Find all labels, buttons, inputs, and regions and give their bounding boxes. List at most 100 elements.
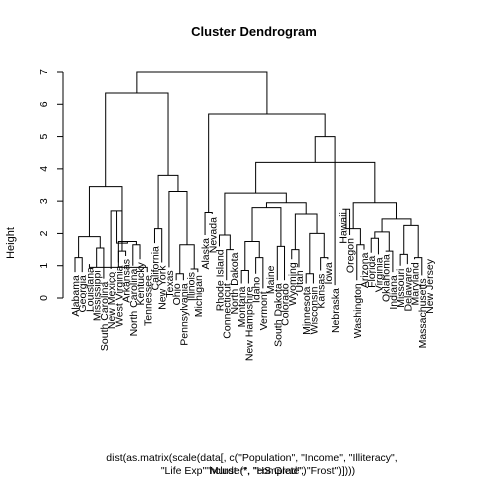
leaf-label: New York <box>157 265 169 310</box>
merge-branch <box>309 232 325 274</box>
x-caption-line-2: "Life Exp""Murder", "HS Grad", "Frost")]… <box>161 465 355 477</box>
leaf-label: Montana <box>236 286 248 327</box>
leaf-label: Oklahoma <box>381 254 393 302</box>
leaf-label: Colorado <box>280 283 292 326</box>
leaf-label: Wyoming <box>287 262 299 306</box>
y-tick-label: 0 <box>38 295 50 301</box>
y-tick-label: 3 <box>38 198 50 204</box>
merge-branch <box>132 244 141 266</box>
leaf-label: Indiana <box>388 275 400 310</box>
leaf-label: North Carolina <box>128 269 140 337</box>
leaf-label: Rhode Island <box>215 249 227 311</box>
merge-branch <box>399 253 408 266</box>
leaf-label: Nebraska <box>330 288 342 333</box>
leaf-label: Kentucky <box>135 262 147 306</box>
x-caption-line-1: dist(as.matrix(scale(data[, c("Populatio… <box>106 452 397 464</box>
merge-branch <box>88 186 123 244</box>
leaf-label: Michigan <box>193 275 205 317</box>
leaf-label: Arizona <box>359 252 371 288</box>
leaf-label: Massachusetts <box>417 278 429 348</box>
leaf-label: Pennsylvania <box>178 283 190 346</box>
leaf-label: Alabama <box>70 275 82 317</box>
merge-branch <box>204 211 213 236</box>
leaf-label: Florida <box>366 256 378 288</box>
merge-branch <box>244 241 260 271</box>
leaf-label: South Dakota <box>272 283 284 347</box>
merge-branch <box>153 228 163 263</box>
merge-branch <box>345 209 361 245</box>
leaf-label: New Mexico <box>106 272 118 329</box>
y-tick-label: 7 <box>38 69 50 75</box>
leaf-label: South Carolina <box>99 281 111 351</box>
merge-branch <box>294 213 318 250</box>
merge-branch <box>88 264 148 273</box>
leaf-label: Idaho <box>251 277 263 303</box>
leaf-label: New Jersey <box>424 258 436 314</box>
x-caption-line-3: hclust (*, "complete") <box>209 465 306 477</box>
leaf-label: Texas <box>164 270 176 297</box>
y-tick-label: 1 <box>38 263 50 269</box>
leaf-label: Delaware <box>402 267 414 312</box>
merge-branch <box>157 174 179 229</box>
y-tick-label: 2 <box>38 230 50 236</box>
leaf-label: Utah <box>294 270 306 292</box>
leaf-label: Louisiana <box>84 267 96 312</box>
merge-branch <box>74 257 83 273</box>
y-axis: 0 1 2 3 4 5 6 7 <box>38 69 64 301</box>
dendrogram-branches <box>74 71 423 289</box>
merge-branch <box>255 257 264 289</box>
merge-branch <box>251 207 282 247</box>
leaf-label: Arkansas <box>121 259 133 303</box>
leaf-label: Minnesota <box>301 286 313 335</box>
merge-branch <box>356 244 365 281</box>
y-tick-label: 6 <box>38 101 50 107</box>
merge-branch <box>385 250 394 273</box>
merge-branch <box>342 208 351 236</box>
leaf-label: Iowa <box>323 262 335 284</box>
leaf-label: Maine <box>265 265 277 294</box>
leaf-label: West Virginia <box>113 265 125 327</box>
leaf-label: Missouri <box>395 269 407 308</box>
merge-branch <box>305 273 314 284</box>
leaf-label: Tennessee <box>142 275 154 326</box>
merge-branch <box>224 192 287 236</box>
leaf-label: North Dakota <box>229 252 241 314</box>
y-tick-label: 5 <box>38 133 50 139</box>
leaf-label: Illinois <box>186 272 198 301</box>
merge-branch <box>403 224 419 258</box>
merge-branch <box>240 270 249 284</box>
merge-branch <box>352 202 398 229</box>
y-tick-label: 4 <box>38 166 50 172</box>
leaf-label: Maryland <box>410 262 422 305</box>
y-axis-label: Height <box>5 227 17 259</box>
leaf-label: Nevada <box>207 217 219 253</box>
merge-branch <box>105 92 169 187</box>
merge-branch <box>219 234 231 250</box>
merge-branch <box>370 237 379 255</box>
leaf-label: Mississippi <box>92 270 104 321</box>
merge-branch <box>255 161 376 203</box>
merge-branch <box>136 71 268 114</box>
leaf-label: Washington <box>352 283 364 338</box>
leaf-label: Hawaii <box>337 212 349 244</box>
leaf-label: Oregon <box>345 238 357 273</box>
leaf-label: Alaska <box>200 238 212 270</box>
merge-branch <box>208 113 326 213</box>
merge-branch <box>190 268 199 273</box>
leaf-label: Connecticut <box>222 283 234 339</box>
merge-branch <box>320 257 329 271</box>
merge-branch <box>168 190 188 268</box>
merge-branch <box>265 202 307 215</box>
leaf-label: California <box>149 246 161 291</box>
leaf-labels: AlabamaGeorgiaLouisianaMississippiSouth … <box>70 212 436 361</box>
leaf-label: Vermont <box>258 291 270 330</box>
merge-branch <box>374 231 390 252</box>
leaf-label: New Hampshire <box>243 286 255 361</box>
chart-title: Cluster Dendrogram <box>191 24 317 39</box>
leaf-label: Georgia <box>77 275 89 313</box>
leaf-label: Ohio <box>171 283 183 305</box>
leaf-label: Kansas <box>316 274 328 309</box>
merge-branch <box>175 273 184 281</box>
merge-branch <box>226 249 234 281</box>
